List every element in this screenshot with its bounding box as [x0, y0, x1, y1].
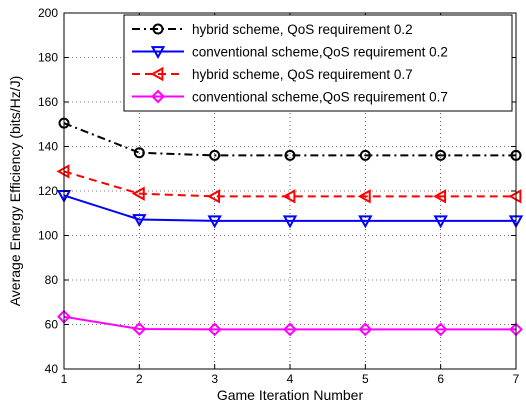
data-point [359, 149, 371, 161]
data-point [283, 322, 297, 337]
y-tick-label: 140 [38, 140, 58, 154]
series-line [63, 122, 516, 157]
data-point [435, 149, 447, 161]
data-point [56, 164, 70, 179]
series-3 [56, 164, 522, 204]
series-4 [57, 309, 523, 337]
data-point [433, 322, 448, 337]
data-point [282, 189, 296, 204]
legend-swatch-marker [151, 89, 165, 104]
y-tick-label: 120 [38, 184, 58, 198]
series-layer [56, 117, 524, 337]
x-tick-label: 7 [513, 372, 520, 386]
data-point [282, 215, 298, 229]
y-tick-label: 200 [38, 6, 58, 20]
y-tick-label: 60 [45, 318, 59, 332]
y-axis-label: Average Energy Efficiency (bits/Hz/J) [7, 76, 23, 307]
data-point [132, 322, 147, 336]
y-tick-label: 100 [38, 229, 58, 243]
legend-entry: hybrid scheme, QoS requirement 0.2 [132, 22, 413, 37]
data-point [209, 149, 221, 161]
legend-swatch-marker [152, 23, 164, 35]
x-tick-label: 2 [136, 372, 143, 386]
data-point [508, 189, 522, 204]
data-point [131, 186, 145, 201]
x-tick-label: 5 [362, 372, 369, 386]
data-point [358, 322, 373, 337]
legend-entry: hybrid scheme, QoS requirement 0.7 [132, 66, 413, 82]
legend-label: conventional scheme,QoS requirement 0.7 [192, 90, 448, 105]
tick-layer: 1 2 3 4 5 6 7 40 60 80 100 120 140 160 180 200 [38, 6, 520, 386]
y-tick-label: 80 [45, 273, 59, 287]
legend-swatch-marker [150, 66, 164, 82]
legend-label: conventional scheme,QoS requirement 0.2 [192, 45, 448, 60]
legend-label: hybrid scheme, QoS requirement 0.2 [192, 22, 413, 37]
series-line [63, 170, 516, 198]
data-point [284, 149, 296, 161]
data-point [357, 189, 371, 204]
x-tick-label: 4 [287, 372, 294, 386]
x-axis-label: Game Iteration Number [217, 387, 364, 403]
data-point [207, 215, 222, 229]
series-line [63, 315, 516, 331]
y-tick-label: 160 [38, 95, 58, 109]
y-tick-label: 40 [45, 362, 59, 376]
y-tick-label: 180 [38, 51, 58, 65]
x-tick-label: 3 [211, 372, 218, 386]
data-point [207, 322, 222, 337]
data-point [433, 215, 448, 229]
x-tick-label: 6 [437, 372, 444, 386]
data-point [133, 147, 145, 159]
legend-label: hybrid scheme, QoS requirement 0.7 [192, 67, 413, 82]
legend-entry: conventional scheme,QoS requirement 0.7 [132, 90, 448, 105]
series-line [63, 194, 516, 222]
legend: hybrid scheme, QoS requirement 0.2 conven… [123, 14, 513, 112]
legend-entry: conventional scheme,QoS requirement 0.2 [132, 45, 448, 60]
legend-swatch-marker [150, 46, 166, 60]
data-point [207, 189, 221, 204]
legend-box [123, 14, 513, 112]
data-point [132, 214, 147, 228]
data-point [433, 189, 447, 204]
data-point [358, 215, 373, 229]
x-tick-label: 1 [61, 372, 68, 386]
